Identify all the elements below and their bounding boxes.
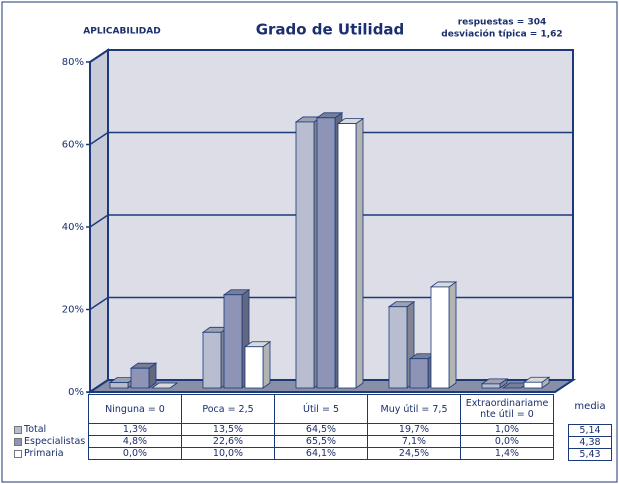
grid-line <box>89 131 109 146</box>
bar-front <box>523 381 543 389</box>
bar-front <box>409 358 429 389</box>
chart-title: Grado de Utilidad <box>256 21 405 39</box>
bar <box>480 378 509 389</box>
media-cell: 5,14 <box>568 424 612 437</box>
legend-label: Total <box>24 424 47 435</box>
subtitle: APLICABILIDAD <box>83 27 160 37</box>
grid-line <box>89 379 109 393</box>
bar-front <box>337 123 357 389</box>
bar-side <box>448 281 457 389</box>
value-cell: 24,5% <box>367 447 461 460</box>
bar-side <box>262 340 271 389</box>
media-row: 4,38 <box>568 436 612 449</box>
media-header: media <box>574 401 606 412</box>
bar-front <box>430 286 450 389</box>
media-cell: 5,43 <box>568 448 612 461</box>
value-cell: 10,0% <box>181 447 275 460</box>
bar <box>429 281 458 389</box>
bar <box>387 300 416 389</box>
legend-entry: Especialistas <box>14 435 89 448</box>
media-table: 5,14 4,38 5,43 <box>568 424 612 461</box>
bar <box>522 376 551 389</box>
bar-front <box>316 117 336 389</box>
grid-line <box>89 49 109 63</box>
bar <box>243 340 272 389</box>
note: desviación típica = 1,62 <box>441 29 562 40</box>
value-cell: 19,7% <box>367 423 461 436</box>
value-cell: 1,4% <box>460 447 554 460</box>
bar-front <box>295 121 315 389</box>
value-cell: 65,5% <box>274 435 368 448</box>
bar-side <box>355 117 364 389</box>
value-cell: 7,1% <box>367 435 461 448</box>
legend-label: Primaria <box>24 448 64 459</box>
legend-swatch <box>14 425 22 434</box>
category-label: Extraordinariamente útil = 0 <box>460 394 554 424</box>
media-row: 5,43 <box>568 448 612 461</box>
value-cell: 64,5% <box>274 423 368 436</box>
value-cell: 13,5% <box>181 423 275 436</box>
media-row: 5,14 <box>568 424 612 437</box>
bar <box>129 362 158 389</box>
category-label: Útil = 5 <box>274 394 368 424</box>
series-row: Especialistas 4,8% 22,6% 65,5% 7,1% 0,0% <box>14 435 554 448</box>
value-cell: 4,8% <box>88 435 182 448</box>
corner <box>14 395 89 424</box>
value-cell: 22,6% <box>181 435 275 448</box>
category-label: Muy útil = 7,5 <box>367 394 461 424</box>
value-cell: 1,3% <box>88 423 182 436</box>
value-cell: 0,0% <box>88 447 182 460</box>
bar-front <box>109 382 129 389</box>
series-row: Total 1,3% 13,5% 64,5% 19,7% 1,0% <box>14 423 554 436</box>
y-tick-label: 60% <box>62 140 84 151</box>
bar <box>150 382 179 389</box>
value-cell: 0,0% <box>460 435 554 448</box>
note: respuestas = 304 <box>458 18 547 28</box>
y-tick-label: 40% <box>62 222 84 233</box>
y-tick-label: 80% <box>62 57 84 68</box>
bar-front <box>130 367 150 389</box>
legend-swatch <box>14 449 22 458</box>
y-tick-label: 0% <box>68 387 84 398</box>
bar-front <box>481 383 501 389</box>
bar-front <box>202 331 222 389</box>
value-cell: 1,0% <box>460 423 554 436</box>
grid-line <box>89 296 109 311</box>
y-tick-label: 20% <box>62 305 84 316</box>
category-label: Ninguna = 0 <box>88 394 182 424</box>
value-cell: 64,1% <box>274 447 368 460</box>
bar <box>222 288 251 389</box>
bar <box>336 117 365 389</box>
legend-entry: Total <box>14 423 89 436</box>
data-table: Ninguna = 0 Poca = 2,5 Útil = 5 Muy útil = … <box>14 394 554 460</box>
legend-entry: Primaria <box>14 447 89 460</box>
legend-swatch <box>14 437 22 446</box>
media-cell: 4,38 <box>568 436 612 449</box>
header-row: Ninguna = 0 Poca = 2,5 Útil = 5 Muy útil = … <box>14 394 554 424</box>
legend-label: Especialistas <box>24 436 86 447</box>
grid-line <box>89 214 109 228</box>
category-label: Poca = 2,5 <box>181 394 275 424</box>
series-row: Primaria 0,0% 10,0% 64,1% 24,5% 1,4% <box>14 447 554 460</box>
bar-front <box>244 346 264 389</box>
bar-front <box>388 306 408 389</box>
bar-top <box>150 382 179 389</box>
bar-front <box>223 294 243 389</box>
